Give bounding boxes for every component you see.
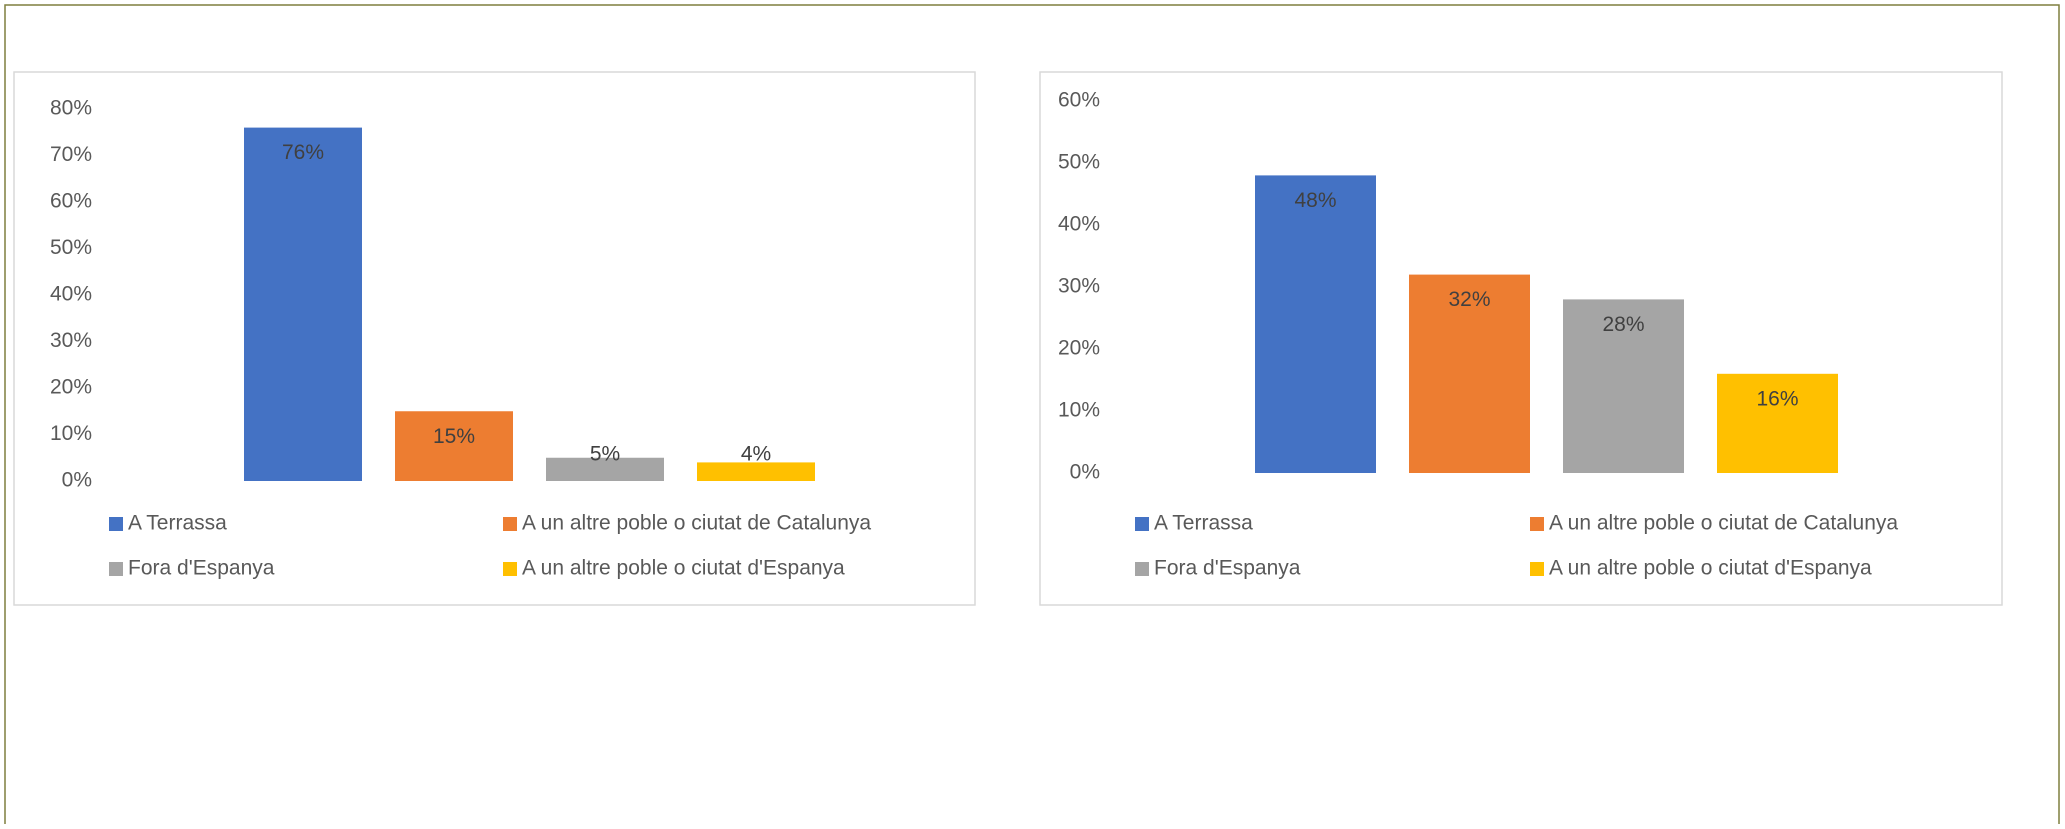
y-tick-label: 0% bbox=[1070, 461, 1100, 484]
legend-swatch bbox=[109, 517, 123, 531]
legend-label: Fora d'Espanya bbox=[128, 557, 275, 580]
y-tick-label: 10% bbox=[1058, 399, 1100, 422]
legend-label: A un altre poble o ciutat d'Espanya bbox=[1549, 557, 1872, 580]
chart-frame bbox=[13, 71, 976, 606]
y-tick-label: 20% bbox=[1058, 337, 1100, 360]
y-tick-label: 60% bbox=[50, 190, 92, 213]
legend-label: A un altre poble o ciutat de Catalunya bbox=[522, 512, 871, 535]
y-tick-label: 50% bbox=[1058, 151, 1100, 174]
data-label: 28% bbox=[1602, 313, 1644, 336]
data-label: 5% bbox=[590, 443, 620, 466]
y-tick-label: 50% bbox=[50, 236, 92, 259]
y-tick-label: 40% bbox=[1058, 213, 1100, 236]
y-tick-label: 10% bbox=[50, 422, 92, 445]
legend-label: A Terrassa bbox=[128, 512, 227, 535]
legend-swatch bbox=[1530, 517, 1544, 531]
bar bbox=[1255, 175, 1376, 473]
legend-swatch bbox=[1530, 562, 1544, 576]
legend-swatch bbox=[1135, 517, 1149, 531]
y-tick-label: 30% bbox=[1058, 275, 1100, 298]
data-label: 48% bbox=[1294, 189, 1336, 212]
y-tick-label: 20% bbox=[50, 376, 92, 399]
legend-swatch bbox=[503, 562, 517, 576]
bar bbox=[1563, 299, 1684, 473]
y-tick-label: 70% bbox=[50, 143, 92, 166]
outer-frame bbox=[4, 4, 2060, 829]
data-label: 76% bbox=[282, 141, 324, 164]
bar bbox=[395, 411, 513, 481]
bar bbox=[244, 127, 362, 481]
legend-swatch bbox=[109, 562, 123, 576]
legend-swatch bbox=[1135, 562, 1149, 576]
bar bbox=[1409, 274, 1530, 473]
legend-swatch bbox=[503, 517, 517, 531]
legend-label: Fora d'Espanya bbox=[1154, 557, 1301, 580]
legend-label: A un altre poble o ciutat d'Espanya bbox=[522, 557, 845, 580]
y-tick-label: 60% bbox=[1058, 89, 1100, 112]
data-label: 16% bbox=[1756, 387, 1798, 410]
bar bbox=[1717, 373, 1838, 473]
y-tick-label: 40% bbox=[50, 283, 92, 306]
data-label: 4% bbox=[741, 443, 771, 466]
legend-label: A Terrassa bbox=[1154, 512, 1253, 535]
y-tick-label: 0% bbox=[62, 469, 92, 492]
legend-label: A un altre poble o ciutat de Catalunya bbox=[1549, 512, 1898, 535]
y-tick-label: 30% bbox=[50, 329, 92, 352]
bar bbox=[546, 457, 664, 481]
y-tick-label: 80% bbox=[50, 97, 92, 120]
data-label: 15% bbox=[433, 425, 475, 448]
bar bbox=[697, 462, 815, 481]
data-label: 32% bbox=[1448, 288, 1490, 311]
